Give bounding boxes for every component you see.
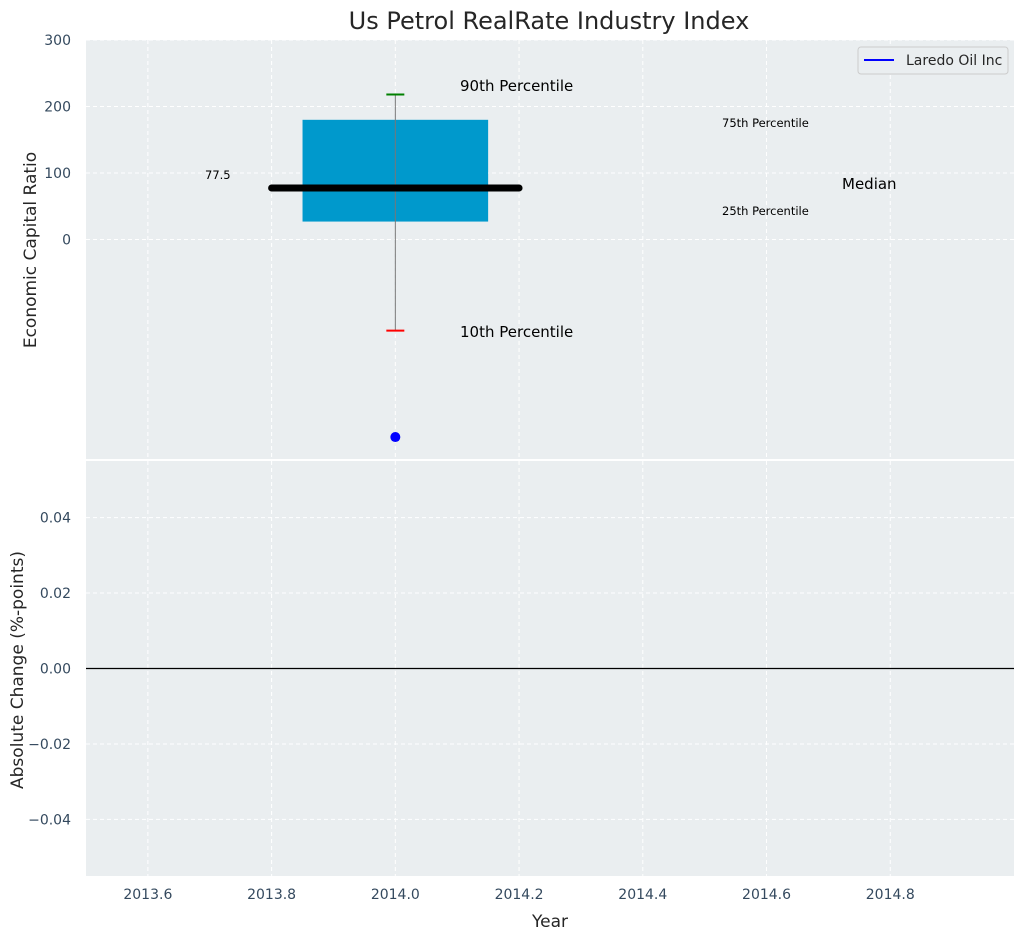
label-10th-percentile: 10th Percentile <box>460 323 573 341</box>
bottom-y-axis-label: Absolute Change (%-points) <box>8 551 28 789</box>
top-plot-area <box>86 40 1014 459</box>
chart-title: Us Petrol RealRate Industry Index <box>349 7 750 35</box>
legend-label-laredo: Laredo Oil Inc <box>906 53 1002 69</box>
top-y-axis-label: Economic Capital Ratio <box>21 152 41 348</box>
median-value-label: 77.5 <box>205 168 231 182</box>
top-y-tick-label-1: 100 <box>44 166 71 182</box>
label-90th-percentile: 90th Percentile <box>460 77 573 95</box>
top-gridlines <box>86 39 1014 459</box>
x-tick-label-0: 2013.6 <box>123 887 172 903</box>
label-25th-percentile: 25th Percentile <box>722 204 809 218</box>
point-laredo-0 <box>390 432 401 443</box>
x-tick-label-5: 2014.6 <box>742 887 791 903</box>
x-tick-label-3: 2014.2 <box>495 887 544 903</box>
bottom-y-tick-label-0: −0.04 <box>28 812 71 828</box>
legend: Laredo Oil Inc <box>857 46 1009 75</box>
x-axis-label: Year <box>531 912 568 932</box>
bottom-y-tick-label-1: −0.02 <box>28 737 71 753</box>
x-tick-label-2: 2014.0 <box>371 887 420 903</box>
top-chart-marks <box>268 93 523 443</box>
top-y-tick-label-0: 0 <box>62 233 71 249</box>
top-y-ticks: 0 100 200 300 <box>44 33 71 249</box>
label-75th-percentile: 75th Percentile <box>722 116 809 130</box>
bottom-y-tick-label-4: 0.04 <box>40 511 71 527</box>
x-tick-label-4: 2014.4 <box>618 887 667 903</box>
bottom-y-tick-label-2: 0.00 <box>40 662 71 678</box>
bottom-x-ticks: 2013.6 2013.8 2014.0 2014.2 2014.4 2014.6 2014… <box>123 887 914 903</box>
x-tick-label-6: 2014.8 <box>866 887 915 903</box>
bottom-y-tick-label-3: 0.02 <box>40 586 71 602</box>
top-y-tick-label-3: 300 <box>44 33 71 49</box>
top-y-tick-label-2: 200 <box>44 100 71 116</box>
x-tick-label-1: 2013.8 <box>247 887 296 903</box>
label-median: Median <box>842 175 897 193</box>
legend-box <box>857 46 1009 75</box>
bottom-y-ticks: −0.04 −0.02 0.00 0.02 0.04 <box>28 511 71 829</box>
